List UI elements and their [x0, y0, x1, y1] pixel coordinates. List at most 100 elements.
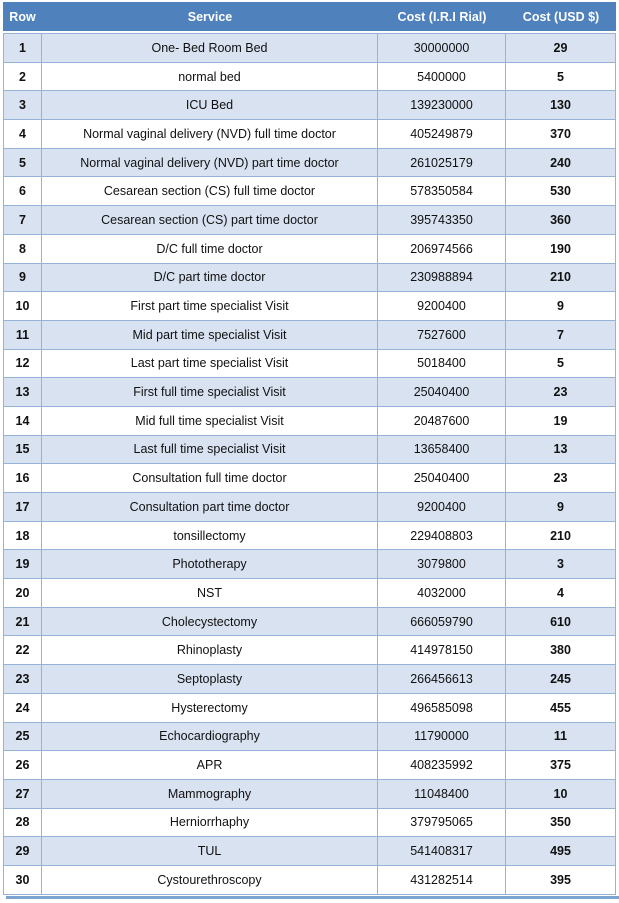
cell-cost-usd: 245	[506, 665, 616, 694]
cell-cost-usd: 240	[506, 148, 616, 178]
cell-cost-rial: 266456613	[378, 665, 506, 694]
cell-row-number: 29	[3, 837, 42, 866]
table-row: 4 Normal vaginal delivery (NVD) full time…	[3, 120, 616, 149]
table-row: 7 Cesarean section (CS) part time doctor 3…	[3, 206, 616, 235]
table-row: 29 TUL 541408317 495	[3, 837, 616, 866]
cell-service: Cystourethroscopy	[42, 865, 378, 895]
table-row: 8 D/C full time doctor 206974566 190	[3, 234, 616, 264]
header-row: Row Service Cost (I.R.I Rial) Cost (USD …	[3, 2, 616, 33]
cell-cost-usd: 495	[506, 837, 616, 866]
cell-row-number: 11	[3, 320, 42, 350]
cell-cost-rial: 30000000	[378, 33, 506, 63]
cell-service: APR	[42, 751, 378, 780]
cell-row-number: 10	[3, 292, 42, 321]
cell-cost-usd: 5	[506, 62, 616, 92]
header-cell-usd: Cost (USD $)	[506, 2, 616, 33]
cell-cost-usd: 530	[506, 177, 616, 207]
cell-row-number: 15	[3, 435, 42, 465]
cell-cost-rial: 379795065	[378, 808, 506, 838]
cell-row-number: 30	[3, 865, 42, 895]
cell-cost-usd: 210	[506, 263, 616, 293]
table-row: 6 Cesarean section (CS) full time doctor 5…	[3, 177, 616, 207]
table-row: 10 First part time specialist Visit 920040…	[3, 292, 616, 321]
header-cell-row: Row	[3, 2, 42, 33]
cell-row-number: 24	[3, 693, 42, 723]
cell-cost-rial: 25040400	[378, 464, 506, 493]
cell-service: ICU Bed	[42, 91, 378, 121]
cell-cost-usd: 3	[506, 550, 616, 580]
table-row: 15 Last full time specialist Visit 1365840…	[3, 435, 616, 465]
cell-cost-rial: 408235992	[378, 751, 506, 780]
cell-cost-usd: 4	[506, 579, 616, 608]
cell-row-number: 9	[3, 263, 42, 293]
cell-service: Cesarean section (CS) part time doctor	[42, 206, 378, 235]
cell-row-number: 5	[3, 148, 42, 178]
table-row: 1 One- Bed Room Bed 30000000 29	[3, 33, 616, 63]
cell-cost-rial: 25040400	[378, 378, 506, 407]
cell-row-number: 3	[3, 91, 42, 121]
cell-cost-usd: 10	[506, 779, 616, 809]
cell-cost-rial: 11790000	[378, 722, 506, 752]
cell-cost-rial: 9200400	[378, 493, 506, 522]
cell-row-number: 21	[3, 607, 42, 637]
cell-cost-rial: 5018400	[378, 349, 506, 379]
cell-row-number: 2	[3, 62, 42, 92]
cell-row-number: 4	[3, 120, 42, 149]
cell-row-number: 12	[3, 349, 42, 379]
cell-cost-usd: 380	[506, 636, 616, 666]
cell-row-number: 19	[3, 550, 42, 580]
cell-service: First full time specialist Visit	[42, 378, 378, 407]
cell-cost-usd: 370	[506, 120, 616, 149]
table-row: 28 Herniorrhaphy 379795065 350	[3, 808, 616, 838]
cell-service: Mammography	[42, 779, 378, 809]
cell-cost-usd: 350	[506, 808, 616, 838]
table-bottom-border	[6, 895, 619, 899]
table-row: 19 Phototherapy 3079800 3	[3, 550, 616, 580]
cell-cost-usd: 5	[506, 349, 616, 379]
cell-cost-rial: 414978150	[378, 636, 506, 666]
table-body: 1 One- Bed Room Bed 30000000 29 2 normal bed 5…	[3, 33, 616, 895]
cell-row-number: 25	[3, 722, 42, 752]
cell-row-number: 28	[3, 808, 42, 838]
cell-service: normal bed	[42, 62, 378, 92]
table-row: 21 Cholecystectomy 666059790 610	[3, 607, 616, 637]
cell-service: Cesarean section (CS) full time doctor	[42, 177, 378, 207]
cell-service: Septoplasty	[42, 665, 378, 694]
table-row: 2 normal bed 5400000 5	[3, 62, 616, 92]
cell-service: One- Bed Room Bed	[42, 33, 378, 63]
cell-service: Echocardiography	[42, 722, 378, 752]
cell-cost-rial: 7527600	[378, 320, 506, 350]
cell-service: TUL	[42, 837, 378, 866]
cell-cost-rial: 206974566	[378, 234, 506, 264]
cell-cost-usd: 29	[506, 33, 616, 63]
cell-service: NST	[42, 579, 378, 608]
cell-cost-rial: 20487600	[378, 406, 506, 436]
cell-row-number: 8	[3, 234, 42, 264]
cell-row-number: 7	[3, 206, 42, 235]
cell-cost-rial: 139230000	[378, 91, 506, 121]
cell-cost-usd: 210	[506, 521, 616, 551]
cell-service: Cholecystectomy	[42, 607, 378, 637]
cell-row-number: 17	[3, 493, 42, 522]
table-row: 22 Rhinoplasty 414978150 380	[3, 636, 616, 666]
cell-service: Consultation part time doctor	[42, 493, 378, 522]
cell-service: Normal vaginal delivery (NVD) full time …	[42, 120, 378, 149]
cell-cost-rial: 395743350	[378, 206, 506, 235]
cell-cost-usd: 9	[506, 292, 616, 321]
cell-cost-usd: 9	[506, 493, 616, 522]
cell-row-number: 22	[3, 636, 42, 666]
table-row: 14 Mid full time specialist Visit 20487600…	[3, 406, 616, 436]
cell-service: D/C full time doctor	[42, 234, 378, 264]
cell-cost-rial: 261025179	[378, 148, 506, 178]
cell-cost-rial: 230988894	[378, 263, 506, 293]
cell-service: D/C part time doctor	[42, 263, 378, 293]
cell-cost-rial: 666059790	[378, 607, 506, 637]
cell-cost-usd: 190	[506, 234, 616, 264]
table-row: 20 NST 4032000 4	[3, 579, 616, 608]
header-cell-service: Service	[42, 2, 378, 33]
table-row: 13 First full time specialist Visit 250404…	[3, 378, 616, 407]
cell-cost-usd: 23	[506, 378, 616, 407]
table-row: 25 Echocardiography 11790000 11	[3, 722, 616, 752]
table-row: 12 Last part time specialist Visit 5018400…	[3, 349, 616, 379]
cell-cost-usd: 13	[506, 435, 616, 465]
